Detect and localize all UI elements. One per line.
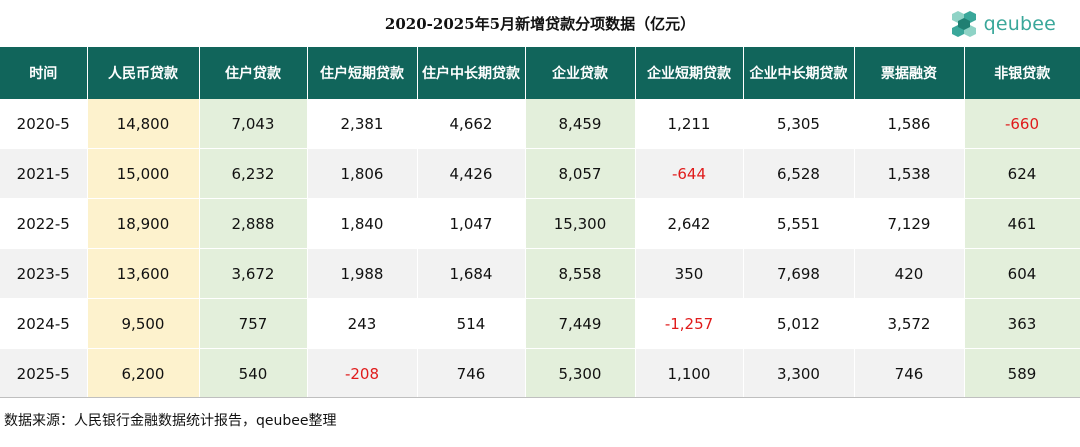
value-cell: 3,572 (854, 298, 965, 349)
page-title: 2020-2025年5月新增贷款分项数据（亿元） (384, 15, 696, 33)
value-cell: 363 (964, 298, 1080, 349)
value-cell: 7,449 (525, 298, 636, 349)
value-cell: 746 (417, 348, 526, 399)
value-cell: 1,586 (854, 99, 965, 149)
period-cell: 2023-5 (0, 248, 88, 299)
period-cell: 2025-5 (0, 348, 88, 399)
period-cell: 2022-5 (0, 198, 88, 249)
table-row: 2020-5 14,800 7,043 2,381 4,662 8,459 1,211 5,3… (0, 99, 1080, 149)
value-cell: 1,988 (307, 248, 418, 299)
value-cell: 2,888 (199, 198, 308, 249)
value-cell: 350 (635, 248, 744, 299)
value-cell: 14,800 (87, 99, 200, 149)
brand-logo: qeubee (949, 9, 1056, 39)
value-cell: 746 (854, 348, 965, 399)
table-row: 2024-5 9,500 757 243 514 7,449 -1,257 5,012 3,57… (0, 298, 1080, 349)
column-header: 住户中长期贷款 (417, 47, 526, 99)
value-cell: 420 (854, 248, 965, 299)
value-cell: 1,840 (307, 198, 418, 249)
value-cell: 1,211 (635, 99, 744, 149)
value-cell: 15,000 (87, 148, 200, 199)
value-cell: 461 (964, 198, 1080, 249)
table-header-row: 时间 人民币贷款 住户贷款 住户短期贷款 住户中长期贷款 企业贷款 企业短期贷款 企业中长期贷… (0, 47, 1080, 99)
value-cell: 3,672 (199, 248, 308, 299)
value-cell: -644 (635, 148, 744, 199)
value-cell: -208 (307, 348, 418, 399)
value-cell: 1,806 (307, 148, 418, 199)
period-cell: 2020-5 (0, 99, 88, 149)
value-cell: 2,381 (307, 99, 418, 149)
value-cell: 7,698 (743, 248, 855, 299)
value-cell: 9,500 (87, 298, 200, 349)
value-cell: 243 (307, 298, 418, 349)
value-cell: 6,200 (87, 348, 200, 399)
cube-cluster-logo-icon (951, 11, 976, 37)
column-header: 人民币贷款 (87, 47, 200, 99)
value-cell: 4,426 (417, 148, 526, 199)
table-body: 2020-5 14,800 7,043 2,381 4,662 8,459 1,211 5,3… (0, 99, 1080, 399)
table-row: 2021-5 15,000 6,232 1,806 4,426 8,057 -644 6,52… (0, 148, 1080, 199)
column-header: 住户短期贷款 (307, 47, 418, 99)
value-cell: 5,012 (743, 298, 855, 349)
value-cell: 15,300 (525, 198, 636, 249)
value-cell: 4,662 (417, 99, 526, 149)
value-cell: 7,043 (199, 99, 308, 149)
value-cell: 1,100 (635, 348, 744, 399)
column-header: 住户贷款 (199, 47, 308, 99)
value-cell: 13,600 (87, 248, 200, 299)
title-bar: 2020-2025年5月新增贷款分项数据（亿元） (0, 0, 1080, 47)
value-cell: 1,538 (854, 148, 965, 199)
column-header: 企业中长期贷款 (743, 47, 855, 99)
value-cell: 8,057 (525, 148, 636, 199)
logo-text: qeubee (983, 13, 1056, 35)
column-header: 时间 (0, 47, 88, 99)
value-cell: 7,129 (854, 198, 965, 249)
table-row: 2025-5 6,200 540 -208 746 5,300 1,100 3,300 746 5… (0, 348, 1080, 399)
value-cell: 8,558 (525, 248, 636, 299)
divider (0, 397, 1080, 398)
value-cell: 1,684 (417, 248, 526, 299)
column-header: 企业短期贷款 (635, 47, 744, 99)
value-cell: -660 (964, 99, 1080, 149)
table-row: 2023-5 13,600 3,672 1,988 1,684 8,558 350 7,698… (0, 248, 1080, 299)
value-cell: 624 (964, 148, 1080, 199)
value-cell: 3,300 (743, 348, 855, 399)
value-cell: 757 (199, 298, 308, 349)
value-cell: 5,551 (743, 198, 855, 249)
value-cell: 1,047 (417, 198, 526, 249)
value-cell: 2,642 (635, 198, 744, 249)
value-cell: 5,305 (743, 99, 855, 149)
column-header: 票据融资 (854, 47, 965, 99)
period-cell: 2021-5 (0, 148, 88, 199)
value-cell: 514 (417, 298, 526, 349)
value-cell: 5,300 (525, 348, 636, 399)
loan-data-table: 时间 人民币贷款 住户贷款 住户短期贷款 住户中长期贷款 企业贷款 企业短期贷款 企业中长期贷… (0, 47, 1080, 399)
value-cell: 589 (964, 348, 1080, 399)
column-header: 企业贷款 (525, 47, 636, 99)
source-note: 数据来源：人民银行金融数据统计报告，qeubee整理 (4, 413, 337, 429)
period-cell: 2024-5 (0, 298, 88, 349)
value-cell: 6,528 (743, 148, 855, 199)
value-cell: 18,900 (87, 198, 200, 249)
column-header: 非银贷款 (964, 47, 1080, 99)
value-cell: -1,257 (635, 298, 744, 349)
value-cell: 540 (199, 348, 308, 399)
value-cell: 6,232 (199, 148, 308, 199)
table-row: 2022-5 18,900 2,888 1,840 1,047 15,300 2,642 5,… (0, 198, 1080, 249)
value-cell: 604 (964, 248, 1080, 299)
value-cell: 8,459 (525, 99, 636, 149)
